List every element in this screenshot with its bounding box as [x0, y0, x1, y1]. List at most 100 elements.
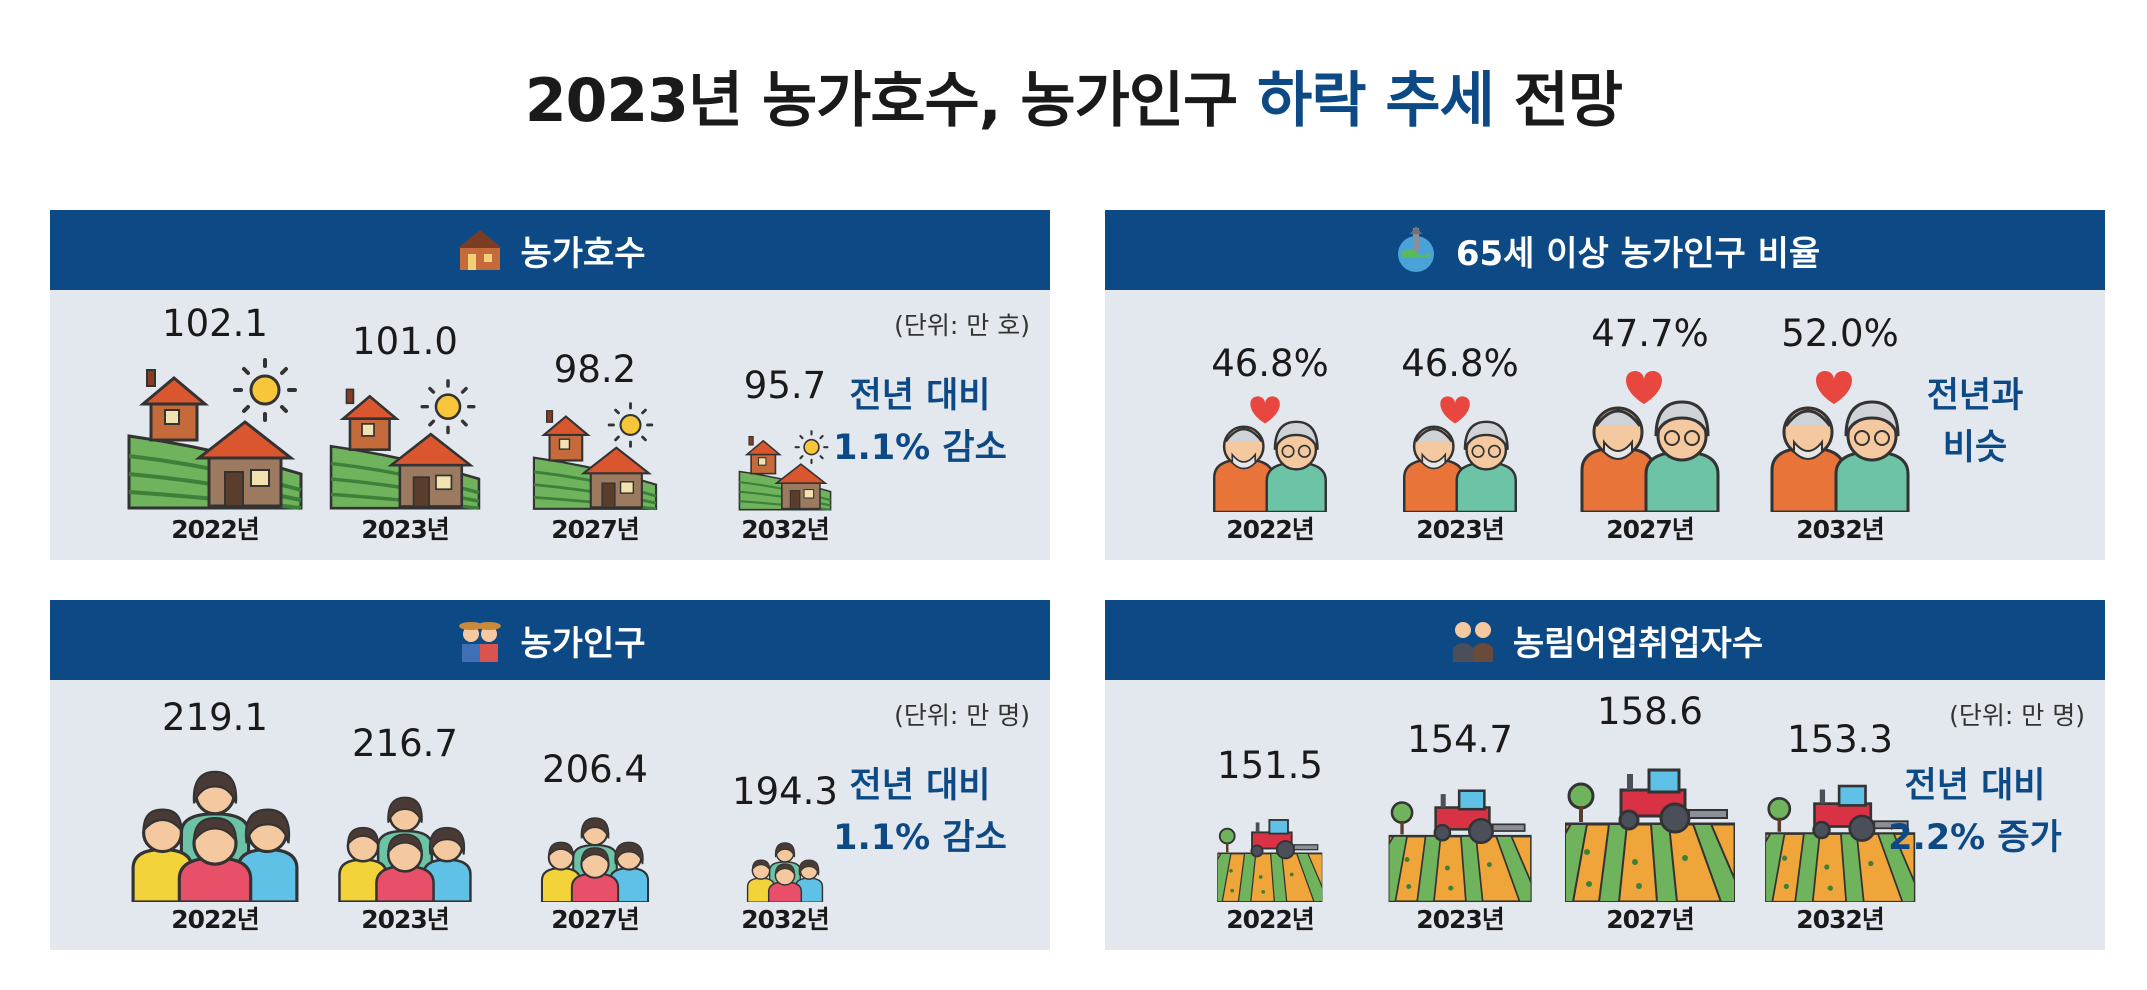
employed-header: 농림어업취업자수	[1105, 600, 2105, 680]
households-items: 102.1 2022년 101.0 2023년 98.2 2027년 95.7 2032년	[50, 290, 1050, 560]
pictograph-item: 47.7% 2027년	[1560, 290, 1740, 560]
year-label: 2023년	[1416, 515, 1505, 544]
households-summary-line1: 전년 대비	[849, 376, 991, 416]
workers-icon	[1452, 622, 1493, 662]
year-label: 2027년	[551, 515, 640, 544]
elderly-title: 65세 이상 농가인구 비율	[1455, 233, 1821, 274]
value-label: 153.3	[1787, 718, 1893, 761]
value-label: 194.3	[732, 770, 838, 813]
employed-title: 농림어업취업자수	[1512, 623, 1764, 664]
elderly-items: 46.8% 2022년 46.8% 2023년 47.7% 2027년 52.0% 2032년	[1105, 290, 2105, 560]
year-label: 2027년	[1606, 905, 1695, 934]
employed-summary-line2: 2.2% 증가	[1888, 818, 2062, 858]
value-label: 47.7%	[1591, 312, 1709, 355]
title-highlight: 하락 추세	[1257, 66, 1495, 136]
employed-unit: (단위: 만 명)	[1949, 701, 2085, 730]
year-label: 2023년	[1416, 905, 1505, 934]
value-label: 151.5	[1217, 744, 1323, 787]
households-summary: 전년 대비 1.1% 감소	[810, 370, 1030, 474]
elderly-header: 65세 이상 농가인구 비율	[1105, 210, 2105, 290]
page-title: 2023년 농가호수, 농가인구 하락 추세 전망	[0, 52, 2147, 139]
family-icon	[746, 842, 824, 902]
elderly-panel: 65세 이상 농가인구 비율 46.8% 2022년 46.8% 2023년 47.7%…	[1105, 210, 2105, 560]
households-header: 농가호수	[50, 210, 1050, 290]
elderly-summary-line2: 비슷	[1942, 428, 2008, 468]
year-label: 2022년	[171, 905, 260, 934]
farmhouse-icon	[738, 430, 832, 511]
value-label: 216.7	[352, 722, 458, 765]
elderly-couple-icon	[1770, 371, 1910, 512]
pictograph-item: 206.4 2027년	[505, 680, 685, 950]
family-icon	[338, 797, 472, 902]
elderly-couple-icon	[1213, 396, 1327, 512]
pictograph-item: 158.6 2027년	[1560, 680, 1740, 950]
employed-panel: 농림어업취업자수 (단위: 만 명) 151.5 2022년 154.7 2023년 1…	[1105, 600, 2105, 950]
pictograph-item: 98.2 2027년	[505, 290, 685, 560]
title-prefix: 2023년 농가호수, 농가인구	[524, 66, 1258, 136]
elderly-summary: 전년과 비슷	[1865, 370, 2085, 474]
year-label: 2023년	[361, 905, 450, 934]
year-label: 2022년	[171, 515, 260, 544]
value-label: 158.6	[1597, 690, 1703, 733]
value-label: 52.0%	[1781, 312, 1899, 355]
employed-summary: 전년 대비 2.2% 증가	[1865, 760, 2085, 864]
pictograph-item: 154.7 2023년	[1370, 680, 1550, 950]
value-label: 206.4	[542, 748, 648, 791]
pictograph-item: 46.8% 2023년	[1370, 290, 1550, 560]
employed-items: 151.5 2022년 154.7 2023년 158.6 2027년 153.3 2032년	[1105, 680, 2105, 950]
pictograph-item: 153.3 2032년	[1750, 680, 1930, 950]
households-summary-line2: 1.1% 감소	[833, 428, 1007, 468]
year-label: 2023년	[361, 515, 450, 544]
title-suffix: 전망	[1493, 66, 1623, 136]
pictograph-item: 101.0 2023년	[315, 290, 495, 560]
year-label: 2032년	[741, 905, 830, 934]
value-label: 46.8%	[1401, 342, 1519, 385]
year-label: 2027년	[551, 905, 640, 934]
value-label: 46.8%	[1211, 342, 1329, 385]
family-icon	[131, 770, 299, 902]
population-panel: 농가인구 (단위: 만 명) 219.1 2022년 216.7 2023년 206.4…	[50, 600, 1050, 950]
year-label: 2032년	[1796, 515, 1885, 544]
farmhouse-icon	[532, 402, 658, 511]
value-label: 101.0	[352, 320, 458, 363]
farmhouse-icon	[329, 379, 481, 511]
value-label: 98.2	[553, 348, 637, 391]
households-title: 농가호수	[520, 233, 646, 274]
value-label: 102.1	[162, 302, 268, 345]
population-title: 농가인구	[520, 623, 646, 664]
households-unit: (단위: 만 호)	[894, 311, 1030, 340]
year-label: 2032년	[1796, 905, 1885, 934]
farmhouse-icon	[127, 358, 303, 510]
year-label: 2032년	[741, 515, 830, 544]
pictograph-item: 46.8% 2022년	[1180, 290, 1360, 560]
farmer-couple-icon	[459, 622, 502, 662]
value-label: 154.7	[1407, 718, 1513, 761]
tractor-field-icon	[1217, 819, 1323, 902]
population-header: 농가인구	[50, 600, 1050, 680]
population-items: 219.1 2022년 216.7 2023년 206.4 2027년 194.3 2032년	[50, 680, 1050, 950]
year-label: 2027년	[1606, 515, 1695, 544]
population-unit: (단위: 만 명)	[894, 701, 1030, 730]
pictograph-item: 219.1 2022년	[125, 680, 305, 950]
year-label: 2022년	[1226, 905, 1315, 934]
value-label: 219.1	[162, 696, 268, 739]
population-summary-line1: 전년 대비	[849, 766, 991, 806]
elderly-couple-icon	[1403, 396, 1517, 512]
employed-summary-line1: 전년 대비	[1904, 766, 2046, 806]
pictograph-item: 151.5 2022년	[1180, 680, 1360, 950]
elderly-couple-icon	[1580, 371, 1720, 512]
households-panel: 농가호수 (단위: 만 호) 102.1 2022년 101.0 2023년 98.2 2…	[50, 210, 1050, 560]
globe-tower-icon	[1397, 226, 1434, 272]
population-summary: 전년 대비 1.1% 감소	[810, 760, 1030, 864]
pictograph-item: 52.0% 2032년	[1750, 290, 1930, 560]
pictograph-item: 102.1 2022년	[125, 290, 305, 560]
elderly-summary-line1: 전년과	[1926, 376, 2024, 416]
year-label: 2022년	[1226, 515, 1315, 544]
population-summary-line2: 1.1% 감소	[833, 818, 1007, 858]
pictograph-item: 194.3 2032년	[695, 680, 875, 950]
tractor-field-icon	[1765, 784, 1915, 902]
farm-village-icon	[458, 230, 503, 270]
pictograph-item: 95.7 2032년	[695, 290, 875, 560]
tractor-field-icon	[1388, 789, 1532, 902]
tractor-field-icon	[1565, 768, 1735, 902]
